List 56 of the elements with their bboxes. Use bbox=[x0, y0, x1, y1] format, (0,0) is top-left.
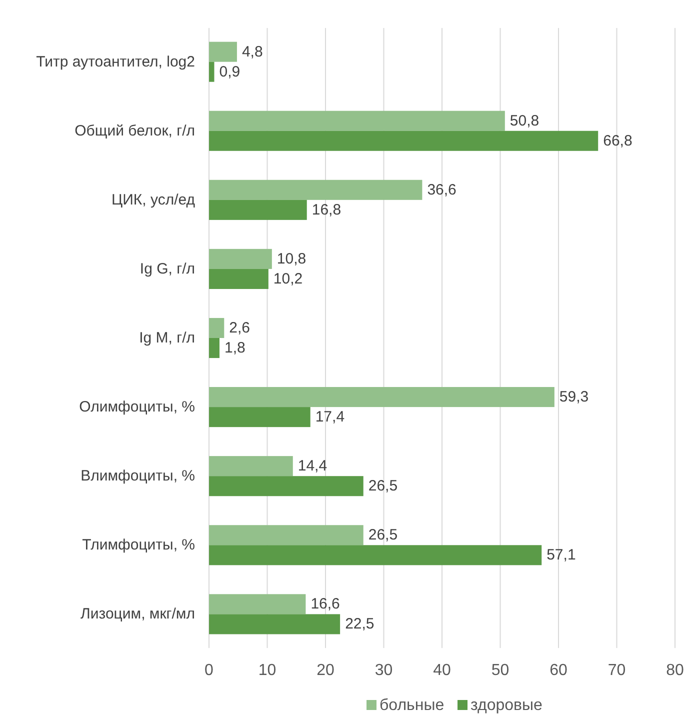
y-tick-label: ЦИК, усл/ед bbox=[112, 191, 196, 208]
x-tick-label: 20 bbox=[316, 662, 334, 679]
x-tick-label: 30 bbox=[374, 662, 393, 679]
bar bbox=[209, 614, 340, 634]
bar bbox=[209, 62, 214, 82]
legend-label: больные bbox=[380, 697, 444, 714]
data-label: 10,2 bbox=[273, 270, 303, 288]
bar bbox=[209, 130, 598, 151]
x-tick-label: 40 bbox=[433, 662, 451, 679]
y-tick-label: Олимфоциты, % bbox=[79, 398, 195, 416]
x-tick-label: 0 bbox=[204, 662, 214, 679]
bar bbox=[209, 248, 272, 269]
x-tick-label: 70 bbox=[608, 662, 626, 679]
bar bbox=[209, 594, 306, 614]
data-label: 4,8 bbox=[242, 43, 263, 60]
legend-label: здоровые bbox=[470, 697, 543, 714]
y-tick-label: Титр аутоантител, log2 bbox=[36, 53, 195, 70]
x-tick-label: 50 bbox=[491, 662, 510, 679]
bar bbox=[209, 525, 364, 546]
y-tick-label: Лизоцим, мкг/мл bbox=[80, 606, 195, 623]
bar bbox=[209, 200, 307, 220]
data-label: 1,8 bbox=[224, 340, 246, 357]
data-label: 22,5 bbox=[345, 616, 374, 633]
data-label: 0,9 bbox=[219, 63, 240, 80]
bar bbox=[209, 456, 293, 476]
data-label: 26,5 bbox=[368, 478, 398, 495]
data-label: 17,4 bbox=[315, 408, 345, 426]
data-label: 36,6 bbox=[427, 181, 456, 198]
data-label: 66,8 bbox=[603, 132, 632, 150]
y-tick-label: Ig M, г/л bbox=[139, 330, 195, 346]
y-tick-label: Ig G, г/л bbox=[140, 260, 195, 278]
y-tick-label: Общий белок, г/л bbox=[74, 122, 195, 140]
data-label: 10,8 bbox=[276, 250, 306, 268]
x-tick-label: 80 bbox=[666, 662, 684, 679]
bar bbox=[209, 42, 237, 62]
bar bbox=[209, 387, 554, 408]
data-label: 2,6 bbox=[229, 319, 250, 336]
bar bbox=[209, 110, 505, 131]
bar bbox=[209, 180, 422, 200]
bar bbox=[209, 545, 542, 566]
y-tick-label: Влимфоциты, % bbox=[80, 468, 195, 485]
data-label: 16,6 bbox=[310, 596, 340, 613]
bar bbox=[209, 338, 220, 358]
data-label: 16,8 bbox=[312, 201, 342, 218]
bar bbox=[209, 407, 310, 428]
data-label: 26,5 bbox=[368, 526, 398, 544]
data-label: 14,4 bbox=[298, 458, 328, 475]
data-label: 59,3 bbox=[559, 388, 589, 406]
x-tick-label: 10 bbox=[258, 662, 276, 679]
data-label: 57,1 bbox=[546, 546, 576, 564]
data-label: 50,8 bbox=[510, 112, 540, 130]
x-tick-label: 60 bbox=[550, 662, 568, 679]
y-tick-label: Тлимфоциты, % bbox=[82, 536, 195, 554]
bar bbox=[209, 268, 268, 289]
bar bbox=[209, 318, 224, 338]
bar bbox=[209, 476, 364, 496]
